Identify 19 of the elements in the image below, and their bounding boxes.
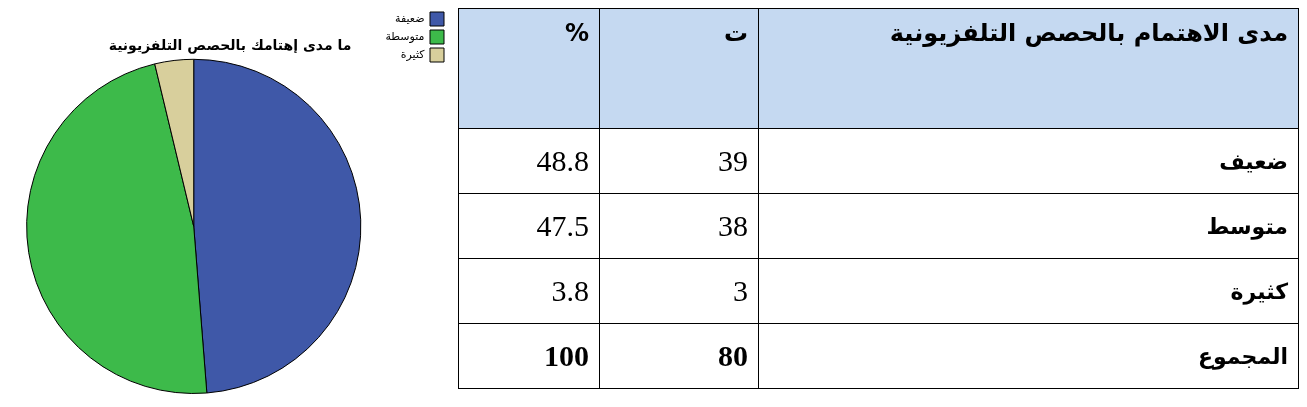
data-label: 3.8 xyxy=(458,258,600,324)
data-label: 100 xyxy=(458,323,600,389)
text: مدى الاهتمام بالحصص التلفزيونية xyxy=(758,8,1299,129)
data-label: 48.8 xyxy=(458,128,600,194)
text: ت xyxy=(599,8,759,129)
text: ما مدى إهتامك بالحصص التلفزيونية xyxy=(108,37,352,55)
category-label: متوسط xyxy=(758,193,1299,259)
category-label: المجموع xyxy=(758,323,1299,389)
category-label: ضعيف xyxy=(758,128,1299,194)
data-label: 3 xyxy=(599,258,759,324)
legend-label: ضعيفة xyxy=(395,11,425,25)
legend-label: متوسطة xyxy=(385,29,425,43)
category-label: كثيرة xyxy=(758,258,1299,324)
text: % xyxy=(458,8,600,129)
data-label: 47.5 xyxy=(458,193,600,259)
data-label: 39 xyxy=(599,128,759,194)
legend-label: كثيرة xyxy=(400,47,426,61)
data-label: 38 xyxy=(599,193,759,259)
data-label: 80 xyxy=(599,323,759,389)
